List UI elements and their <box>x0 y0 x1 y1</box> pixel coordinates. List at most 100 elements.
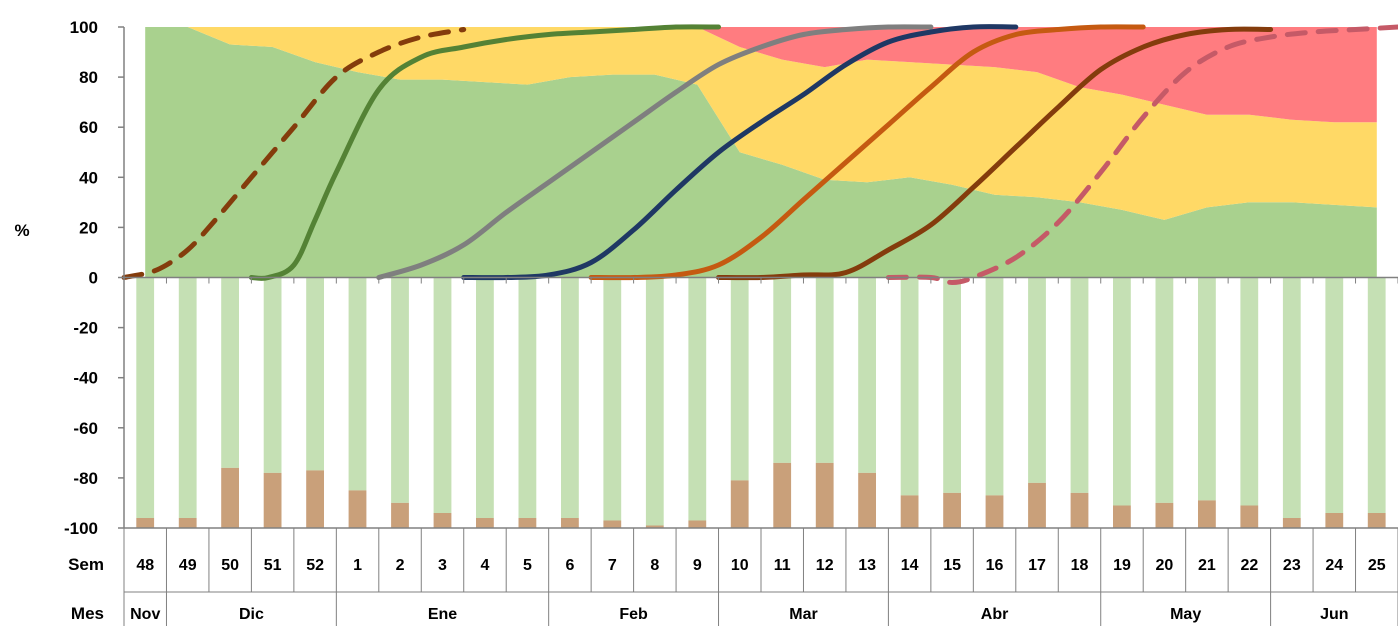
bar-1-10 <box>561 518 579 528</box>
bar-0-1 <box>178 277 197 518</box>
bar-1-28 <box>1325 513 1344 528</box>
bar-1-3 <box>263 472 282 528</box>
bar-0-9 <box>518 277 537 518</box>
y-tick-label-8: -60 <box>73 419 98 438</box>
y-axis-label: % <box>14 221 29 240</box>
bar-0-16 <box>815 277 834 463</box>
week-label-1: 49 <box>179 557 197 574</box>
bar-1-13 <box>688 520 707 528</box>
y-tick-labels: 100 80 60 40 20 0 -20 -40 -60 -80 -100 <box>64 18 98 538</box>
bar-0-21 <box>1028 277 1046 483</box>
month-row-label: Mes <box>71 604 104 623</box>
month-label-0: Nov <box>130 606 160 623</box>
bar-0-25 <box>1198 277 1216 501</box>
week-label-23: 19 <box>1113 557 1131 574</box>
month-label-4: Mar <box>789 606 817 623</box>
month-label-6: May <box>1170 606 1201 623</box>
area-2 <box>145 27 1377 123</box>
week-label-29: 25 <box>1368 557 1386 574</box>
y-tick-label-2: 60 <box>79 118 98 137</box>
bar-0-13 <box>688 277 707 521</box>
line-5 <box>716 26 1274 281</box>
bar-1-29 <box>1367 513 1386 528</box>
line-1 <box>248 24 721 281</box>
y-tick-label-10: -100 <box>64 519 98 538</box>
week-label-14: 10 <box>731 557 749 574</box>
bar-1-11 <box>603 520 622 528</box>
bar-1-7 <box>433 513 452 528</box>
week-label-27: 23 <box>1283 557 1301 574</box>
bar-0-15 <box>773 277 792 463</box>
week-label-16: 12 <box>816 557 834 574</box>
bar-1-19 <box>943 492 961 528</box>
bar-0-10 <box>561 277 579 518</box>
week-label-4: 52 <box>306 557 324 574</box>
bar-1-0 <box>136 518 155 528</box>
bar-0-27 <box>1282 277 1301 518</box>
week-label-12: 8 <box>650 557 659 574</box>
bar-1-20 <box>985 495 1004 528</box>
bar-0-12 <box>645 277 664 526</box>
bar-1-12 <box>645 525 664 528</box>
bar-1-16 <box>815 462 834 528</box>
bar-0-19 <box>943 277 961 493</box>
week-label-3: 51 <box>264 557 282 574</box>
bar-0-14 <box>730 277 749 481</box>
bar-0-24 <box>1155 277 1174 503</box>
bar-0-0 <box>136 277 155 518</box>
bar-1-21 <box>1028 482 1046 528</box>
week-label-10: 6 <box>565 557 574 574</box>
line-0 <box>121 27 467 280</box>
week-row-label: Sem <box>68 555 104 574</box>
bar-0-5 <box>348 277 367 491</box>
bar-1-1 <box>178 518 197 528</box>
bar-1-2 <box>221 467 239 528</box>
y-tick-label-5: 0 <box>89 269 98 288</box>
week-label-13: 9 <box>693 557 702 574</box>
bar-0-11 <box>603 277 622 521</box>
bar-1-24 <box>1155 502 1174 528</box>
bar-0-4 <box>306 277 324 471</box>
week-label-7: 3 <box>438 557 447 574</box>
bar-0-23 <box>1113 277 1131 506</box>
week-label-26: 22 <box>1240 557 1258 574</box>
bar-1-27 <box>1282 518 1301 528</box>
bar-0-3 <box>263 277 282 473</box>
bar-0-2 <box>221 277 239 468</box>
area-0 <box>145 27 1377 278</box>
bar-1-8 <box>476 518 494 528</box>
bar-0-28 <box>1325 277 1344 513</box>
month-label-2: Ene <box>428 606 457 623</box>
bar-0-8 <box>476 277 494 518</box>
week-label-11: 7 <box>608 557 617 574</box>
week-label-21: 17 <box>1028 557 1046 574</box>
y-tick-label-0: 100 <box>70 18 98 37</box>
bar-0-26 <box>1240 277 1259 506</box>
bar-1-22 <box>1070 492 1089 528</box>
month-label-1: Dic <box>239 606 264 623</box>
bar-0-18 <box>900 277 919 496</box>
bar-1-26 <box>1240 505 1259 528</box>
y-tick-label-6: -20 <box>73 319 98 338</box>
bar-1-5 <box>348 490 367 528</box>
line-3 <box>461 24 1019 281</box>
week-label-9: 5 <box>523 557 532 574</box>
bar-1-6 <box>391 502 409 528</box>
bar-0-20 <box>985 277 1004 496</box>
month-label-5: Abr <box>981 606 1009 623</box>
y-tick-label-4: 20 <box>79 218 98 237</box>
week-label-28: 24 <box>1325 557 1343 574</box>
bar-1-14 <box>730 480 749 528</box>
week-label-15: 11 <box>774 557 791 574</box>
week-label-6: 2 <box>396 557 405 574</box>
month-label-7: Jun <box>1320 606 1348 623</box>
week-label-24: 20 <box>1156 557 1174 574</box>
bar-0-17 <box>858 277 876 473</box>
week-label-17: 13 <box>858 557 876 574</box>
week-label-18: 14 <box>901 557 919 574</box>
bar-series <box>136 277 1386 528</box>
bar-0-7 <box>433 277 452 513</box>
week-label-20: 16 <box>986 557 1004 574</box>
bar-0-6 <box>391 277 409 503</box>
